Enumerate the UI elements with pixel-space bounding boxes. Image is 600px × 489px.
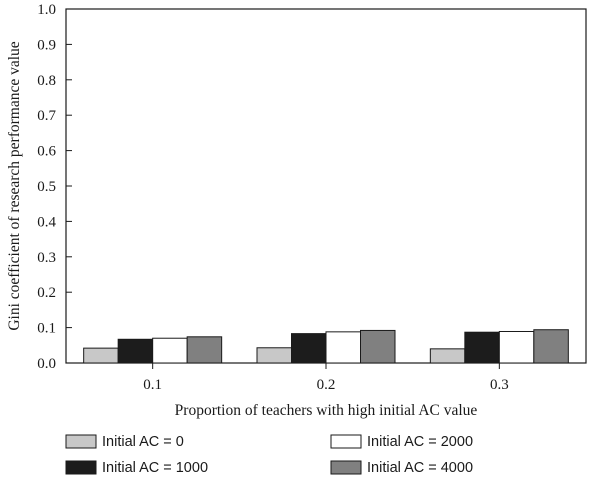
legend: Initial AC = 0 Initial AC = 1000 Initial A… [65,434,473,476]
y-tick-label: 0.9 [37,37,56,53]
legend-label: Initial AC = 0 [102,434,184,450]
y-tick-label: 0.2 [37,285,56,301]
x-tick-label: 0.2 [317,377,336,393]
y-tick-label: 0.8 [37,73,56,89]
y-tick-label: 0.7 [37,108,56,124]
bar [464,331,500,364]
legend-item: Initial AC = 4000 [330,460,473,476]
legend-swatch [65,434,97,449]
x-axis-title: Proportion of teachers with high initial… [175,402,478,419]
bar [325,331,361,364]
y-tick-label: 0.6 [37,144,56,160]
y-tick-label: 0.4 [37,214,56,230]
bar [256,347,292,364]
bar [152,337,188,364]
y-tick-label: 0.3 [37,250,56,266]
plot-border [65,8,587,364]
bar [291,333,327,364]
legend-item: Initial AC = 1000 [65,460,208,476]
bar [117,338,154,364]
bar [83,347,119,364]
y-tick-label: 0.5 [37,179,56,195]
legend-swatch [330,434,362,449]
y-tick-label: 0.0 [37,356,56,372]
bar [186,336,223,364]
y-tick-label: 1.0 [37,2,56,18]
bars [83,329,569,364]
bar [533,329,569,364]
bar [360,329,396,364]
plot-frame [65,8,587,364]
y-axis-title: Gini coefficient of research performance… [6,41,23,330]
legend-item: Initial AC = 0 [65,434,184,450]
legend-label: Initial AC = 2000 [367,434,473,450]
y-tick-label: 0.1 [37,321,56,337]
y-axis: 0.0 0.1 0.2 0.3 0.4 0.5 0.6 0.7 0.8 0.9 1.0 [37,2,72,372]
x-axis: 0.1 0.2 0.3 [143,363,509,393]
x-tick-label: 0.3 [490,377,509,393]
legend-swatch [330,460,362,475]
legend-label: Initial AC = 4000 [367,460,473,476]
legend-label: Initial AC = 1000 [102,460,208,476]
legend-swatch [65,460,97,475]
bar [429,348,466,364]
x-tick-label: 0.1 [143,377,162,393]
legend-item: Initial AC = 2000 [330,434,473,450]
bar [498,330,535,364]
